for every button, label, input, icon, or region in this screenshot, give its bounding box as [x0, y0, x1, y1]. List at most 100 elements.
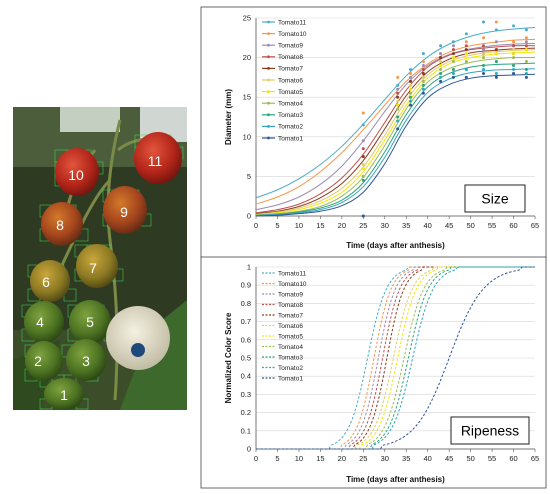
data-point-tomato3	[494, 60, 498, 64]
data-point-tomato1	[451, 75, 455, 79]
legend-label-tomato7: Tomato7	[278, 66, 303, 73]
legend-marker-tomato2	[267, 125, 270, 128]
data-point-tomato5	[494, 52, 498, 56]
y-tick-label: 0.5	[241, 354, 251, 363]
y-tick-label: 1	[247, 263, 251, 272]
data-point-tomato1	[439, 79, 443, 83]
legend-label-tomato1: Tomato1	[278, 135, 303, 142]
x-tick-label: 20	[338, 454, 346, 463]
data-point-tomato9	[481, 48, 485, 52]
data-point-tomato9	[361, 139, 365, 143]
x-tick-label: 50	[466, 454, 474, 463]
fruit-label-5: 5	[86, 314, 94, 330]
x-tick-label: 10	[295, 221, 303, 230]
data-point-tomato4	[451, 60, 455, 64]
data-point-tomato4	[421, 79, 425, 83]
x-tick-label: 60	[509, 454, 517, 463]
x-axis-label: Time (days after anthesis)	[346, 475, 445, 484]
series-line-tomato1	[255, 73, 536, 217]
data-point-tomato5	[524, 48, 528, 52]
y-tick-label: 0	[247, 212, 251, 221]
y-axis-label: Normalized Color Score	[224, 312, 233, 403]
data-point-tomato7	[494, 48, 498, 52]
legend-marker-tomato3	[267, 113, 270, 117]
data-point-tomato11	[524, 28, 528, 32]
legend-label-tomato9: Tomato9	[278, 43, 303, 50]
data-point-tomato1	[421, 91, 425, 95]
data-point-tomato11	[361, 123, 365, 127]
legend-label-tomato6: Tomato6	[278, 323, 303, 330]
legend-marker-tomato10	[267, 32, 270, 35]
legend-label-tomato6: Tomato6	[278, 77, 303, 84]
y-tick-label: 0.7	[241, 317, 251, 326]
series-line-tomato3	[256, 266, 535, 450]
y-tick-label: 5	[247, 172, 251, 181]
panel-tag-label: Size	[481, 191, 508, 207]
legend-label-tomato4: Tomato4	[278, 344, 303, 351]
legend-label-tomato8: Tomato8	[278, 302, 303, 309]
panel-tag-label: Ripeness	[461, 423, 519, 439]
data-point-tomato10	[421, 60, 425, 64]
data-point-tomato5	[396, 103, 400, 107]
data-point-tomato1	[494, 75, 498, 79]
data-point-tomato9	[494, 40, 498, 44]
x-tick-label: 50	[466, 221, 474, 230]
x-tick-label: 55	[488, 221, 496, 230]
panel-tag-box	[464, 184, 526, 213]
legend-label-tomato11: Tomato11	[278, 270, 306, 277]
series-line-tomato5	[255, 51, 536, 215]
fruit-label-8: 8	[56, 217, 64, 233]
data-point-tomato8	[451, 48, 455, 52]
legend-label-tomato2: Tomato2	[278, 365, 303, 372]
data-point-tomato7	[361, 155, 365, 159]
y-tick-label: 0.3	[241, 390, 251, 399]
x-tick-label: 10	[295, 454, 303, 463]
data-point-tomato4	[481, 56, 485, 60]
y-tick-label: 0.8	[241, 299, 251, 308]
data-point-tomato8	[396, 91, 400, 95]
fruit-label-2: 2	[34, 353, 42, 369]
data-point-tomato5	[409, 87, 413, 91]
data-point-tomato11	[409, 67, 413, 71]
fruit-label-6: 6	[42, 274, 50, 290]
legend: Tomato11 Tomato10 Tomato9 Tomato8 Tomato7 Tom…	[262, 270, 307, 382]
data-point-tomato4	[361, 174, 365, 178]
data-point-tomato10	[494, 20, 498, 24]
data-point-tomato4	[512, 56, 516, 60]
x-tick-label: 20	[338, 221, 346, 230]
data-point-tomato5	[512, 52, 516, 56]
data-point-tomato10	[464, 40, 468, 44]
data-point-tomato4	[439, 67, 443, 71]
data-point-tomato2	[396, 119, 400, 123]
data-point-tomato10	[396, 75, 400, 79]
data-point-tomato9	[439, 52, 443, 56]
x-tick-label: 45	[445, 221, 453, 230]
legend-marker-tomato6	[267, 78, 270, 82]
fruit-label-9: 9	[120, 204, 128, 220]
y-tick-label: 0.6	[241, 335, 251, 344]
legend-marker-tomato7	[267, 67, 270, 70]
data-point-tomato3	[524, 67, 528, 71]
data-point-tomato5	[451, 56, 455, 60]
data-point-tomato1	[481, 71, 485, 75]
x-tick-label: 30	[381, 454, 389, 463]
data-point-tomato7	[451, 52, 455, 56]
data-point-tomato9	[396, 87, 400, 91]
legend-label-tomato3: Tomato3	[278, 354, 303, 361]
x-tick-label: 25	[359, 221, 367, 230]
data-point-tomato9	[524, 40, 528, 44]
legend-label-tomato1: Tomato1	[278, 375, 303, 382]
fruit-label-11: 11	[148, 153, 163, 169]
data-point-tomato8	[464, 44, 468, 48]
data-point-tomato9	[409, 75, 413, 79]
data-point-tomato6	[409, 83, 413, 87]
legend-label-tomato2: Tomato2	[278, 124, 303, 131]
data-point-tomato4	[464, 60, 468, 64]
y-axis-label: Diameter (mm)	[224, 89, 233, 145]
data-point-tomato7	[439, 56, 443, 60]
data-point-tomato2	[481, 67, 485, 71]
data-point-tomato5	[439, 64, 443, 68]
panel-tag-box	[450, 416, 530, 445]
y-tick-label: 15	[243, 93, 251, 102]
data-point-tomato10	[481, 36, 485, 40]
